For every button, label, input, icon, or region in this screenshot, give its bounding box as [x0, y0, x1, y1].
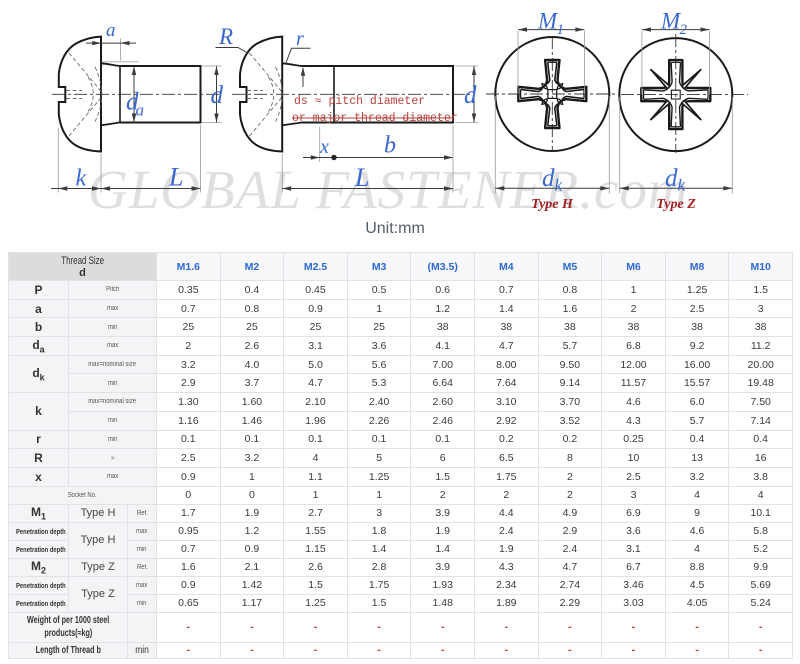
svg-text:L: L	[168, 163, 183, 192]
svg-text:1: 1	[557, 22, 565, 38]
svg-text:M: M	[660, 9, 682, 34]
svg-text:d: d	[665, 165, 678, 192]
svg-text:x: x	[319, 136, 329, 158]
svg-text:r: r	[296, 28, 304, 50]
svg-text:b: b	[384, 133, 396, 159]
svg-text:a: a	[106, 20, 116, 41]
svg-text:GLOBAL FASTENER.com: GLOBAL FASTENER.com	[88, 159, 689, 220]
svg-text:a: a	[136, 101, 145, 120]
svg-text:Type H: Type H	[531, 197, 574, 212]
svg-text:Type Z: Type Z	[656, 197, 696, 212]
svg-text:ds ≈ pitch diameter: ds ≈ pitch diameter	[294, 95, 425, 108]
svg-text:d: d	[542, 165, 555, 192]
svg-text:k: k	[76, 166, 87, 192]
svg-text:d: d	[464, 82, 477, 109]
svg-text:k: k	[555, 176, 563, 195]
svg-text:L: L	[354, 163, 369, 192]
svg-text:d: d	[211, 82, 224, 109]
svg-text:M: M	[537, 9, 559, 34]
svg-text:d: d	[126, 89, 139, 116]
svg-text:R: R	[218, 24, 233, 49]
svg-text:2: 2	[680, 22, 688, 38]
svg-text:k: k	[678, 176, 686, 195]
